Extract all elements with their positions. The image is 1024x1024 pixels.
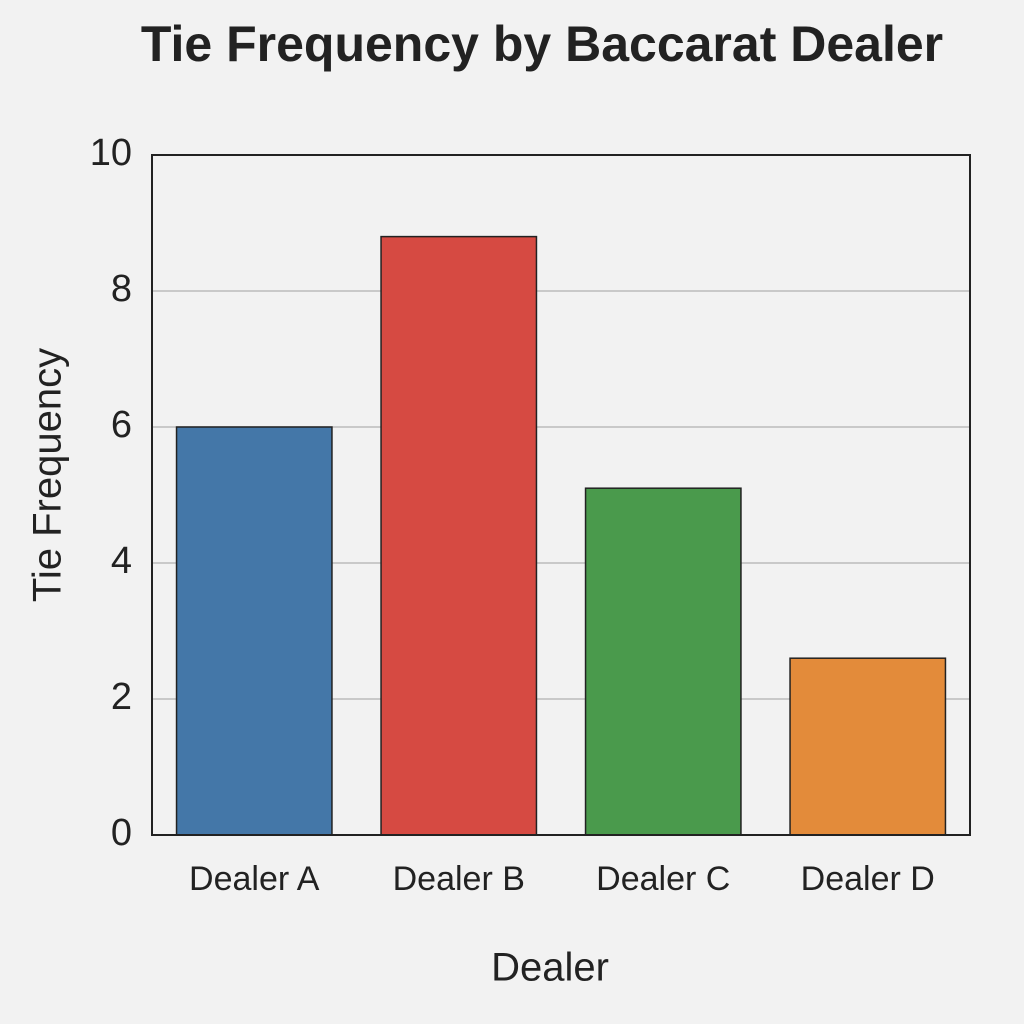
y-tick-label: 2 xyxy=(111,676,132,718)
y-tick-label: 10 xyxy=(90,132,132,174)
bar xyxy=(789,657,947,836)
plot-frame xyxy=(151,154,971,836)
bar xyxy=(380,235,538,836)
y-tick-label: 8 xyxy=(111,268,132,310)
x-tick-label: Dealer C xyxy=(596,860,730,898)
y-tick-label: 6 xyxy=(111,404,132,446)
x-tick-label: Dealer D xyxy=(801,860,935,898)
bar xyxy=(175,426,333,836)
x-axis-label: Dealer xyxy=(491,946,609,990)
y-tick-label: 4 xyxy=(111,540,132,582)
bar xyxy=(584,487,742,836)
x-tick-label: Dealer A xyxy=(189,860,320,898)
y-tick-label: 0 xyxy=(111,812,132,854)
chart-title: Tie Frequency by Baccarat Dealer xyxy=(140,16,944,72)
y-axis-label: Tie Frequency xyxy=(26,348,70,602)
x-tick-label: Dealer B xyxy=(393,860,525,898)
